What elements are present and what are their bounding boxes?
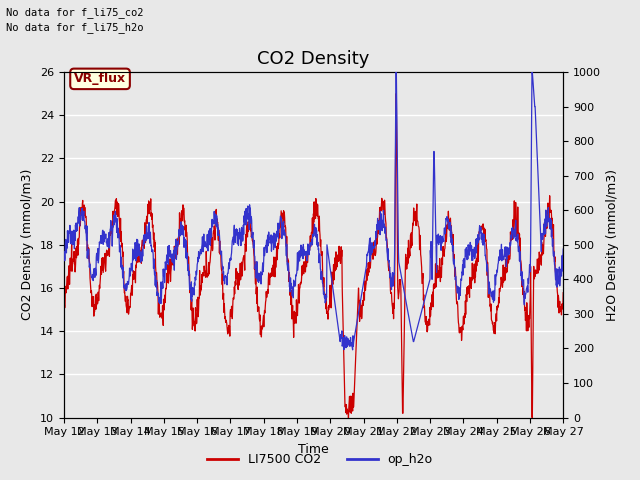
Text: VR_flux: VR_flux — [74, 72, 126, 85]
Y-axis label: CO2 Density (mmol/m3): CO2 Density (mmol/m3) — [22, 169, 35, 321]
Title: CO2 Density: CO2 Density — [257, 49, 370, 68]
Legend: LI7500 CO2, op_h2o: LI7500 CO2, op_h2o — [202, 448, 438, 471]
Text: No data for f_li75_co2: No data for f_li75_co2 — [6, 7, 144, 18]
Text: No data for f_li75_h2o: No data for f_li75_h2o — [6, 22, 144, 33]
Y-axis label: H2O Density (mmol/m3): H2O Density (mmol/m3) — [607, 169, 620, 321]
X-axis label: Time: Time — [298, 443, 329, 456]
